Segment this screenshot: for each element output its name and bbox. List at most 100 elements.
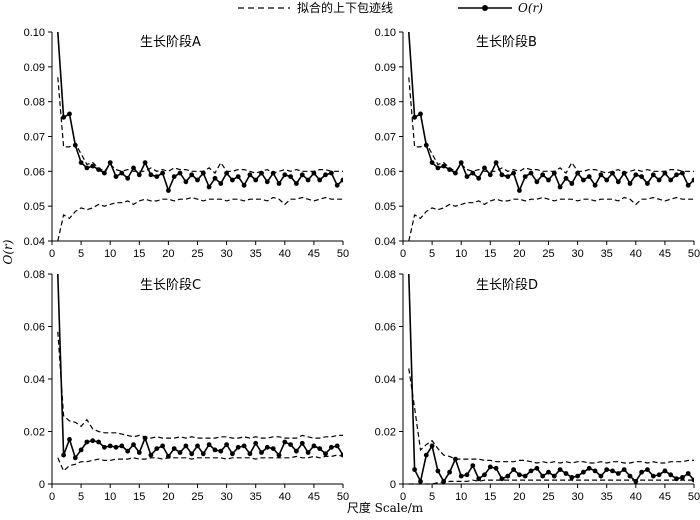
observed-point (102, 444, 107, 450)
observed-point (528, 170, 534, 176)
observed-point (441, 163, 447, 169)
x-tick-label: 50 (337, 248, 349, 260)
x-tick-label: 5 (78, 491, 84, 503)
observed-point (546, 469, 551, 475)
observed-point (540, 473, 546, 479)
observed-point (458, 473, 464, 479)
y-tick-label: 0.08 (24, 97, 45, 109)
observed-point (645, 467, 650, 472)
observed-point (230, 451, 235, 457)
observed-point (645, 181, 650, 186)
plot-area (408, 31, 694, 242)
x-tick-label: 50 (688, 248, 700, 260)
y-tick-label: 0.10 (375, 27, 396, 39)
observed-point (563, 471, 569, 476)
observed-point (131, 165, 136, 171)
x-tick-label: 0 (400, 248, 406, 260)
y-tick-label: 0.04 (24, 236, 45, 248)
x-tick-label: 35 (601, 491, 613, 503)
x-tick-label: 30 (571, 248, 583, 260)
observed-point (253, 440, 259, 446)
observed-point (563, 175, 569, 181)
observed-point (470, 170, 476, 176)
observed-series-line (57, 273, 343, 460)
x-tick-label: 40 (279, 248, 291, 260)
observed-point (125, 175, 131, 181)
observed-point (487, 464, 493, 470)
y-tick-label: 0.06 (375, 322, 396, 334)
observed-point (528, 468, 534, 474)
x-tick-label: 15 (484, 248, 496, 260)
envelope-lower-line (57, 196, 343, 242)
observed-point (598, 473, 604, 479)
x-tick-label: 20 (513, 248, 525, 260)
observed-point (171, 446, 177, 451)
observed-point (621, 467, 627, 472)
panel-1: 0.04 0.05 0.06 0.07 0.08 0.09 0.10 0 5 10 15 20 25 30… (24, 27, 350, 260)
observed-point (119, 443, 125, 449)
observed-point (581, 177, 586, 183)
y-tick-label: 0.06 (24, 166, 45, 178)
observed-point (575, 473, 580, 479)
observed-point (458, 160, 464, 166)
observed-point (90, 438, 96, 444)
observed-point (183, 443, 189, 449)
x-tick-label: 30 (220, 491, 232, 503)
observed-point (453, 170, 458, 176)
observed-point (482, 165, 487, 171)
observed-point (218, 448, 224, 454)
x-tick-label: 10 (104, 248, 116, 260)
observed-point (476, 476, 482, 482)
observed-point (282, 172, 288, 178)
observed-point (125, 448, 131, 454)
y-tick-label: 0.09 (375, 62, 396, 74)
legend-observed-marker (482, 5, 488, 11)
observed-point (288, 442, 293, 447)
observed-point (84, 165, 90, 171)
panel-2: 0.04 0.05 0.06 0.07 0.08 0.09 0.10 0 5 10 15 20 25 30… (375, 27, 700, 260)
observed-point (557, 467, 563, 472)
observed-point (61, 452, 66, 458)
observed-point (241, 182, 247, 188)
y-tick-label: 0.09 (24, 62, 45, 74)
observed-point (136, 450, 142, 455)
observed-point (615, 179, 621, 185)
observed-point (189, 451, 195, 457)
y-tick-label: 0.02 (24, 427, 45, 439)
legend: 拟合的上下包迹线 O(r) (238, 0, 543, 15)
x-tick-label: 50 (337, 491, 349, 503)
observed-point (569, 181, 575, 186)
x-tick-label: 40 (630, 248, 642, 260)
observed-point (61, 114, 66, 120)
x-tick-label: 15 (133, 248, 145, 260)
x-tick-label: 0 (49, 491, 55, 503)
observed-point (650, 473, 656, 479)
x-tick-label: 40 (630, 491, 642, 503)
observed-point (340, 177, 343, 183)
observed-point (107, 443, 113, 449)
y-tick-label: 0.08 (375, 97, 396, 109)
observed-point (294, 181, 299, 186)
observed-point (680, 475, 685, 480)
observed-point (259, 450, 264, 455)
x-tick-label: 0 (49, 248, 55, 260)
observed-point (586, 174, 592, 180)
observed-point (67, 437, 72, 442)
observed-point (668, 472, 674, 478)
observed-point (148, 172, 154, 178)
x-tick-label: 20 (513, 491, 525, 503)
observed-point (429, 443, 435, 449)
observed-point (212, 175, 218, 181)
observed-point (557, 184, 563, 190)
observed-point (685, 471, 691, 476)
envelope-lower-line (57, 454, 343, 472)
observed-point (522, 174, 528, 180)
x-tick-label: 40 (279, 491, 291, 503)
observed-point (656, 472, 662, 478)
observed-point (598, 172, 604, 178)
observed-point (305, 177, 311, 183)
x-tick-label: 30 (571, 491, 583, 503)
observed-point (195, 177, 200, 183)
observed-point (166, 188, 171, 193)
observed-point (674, 172, 679, 178)
